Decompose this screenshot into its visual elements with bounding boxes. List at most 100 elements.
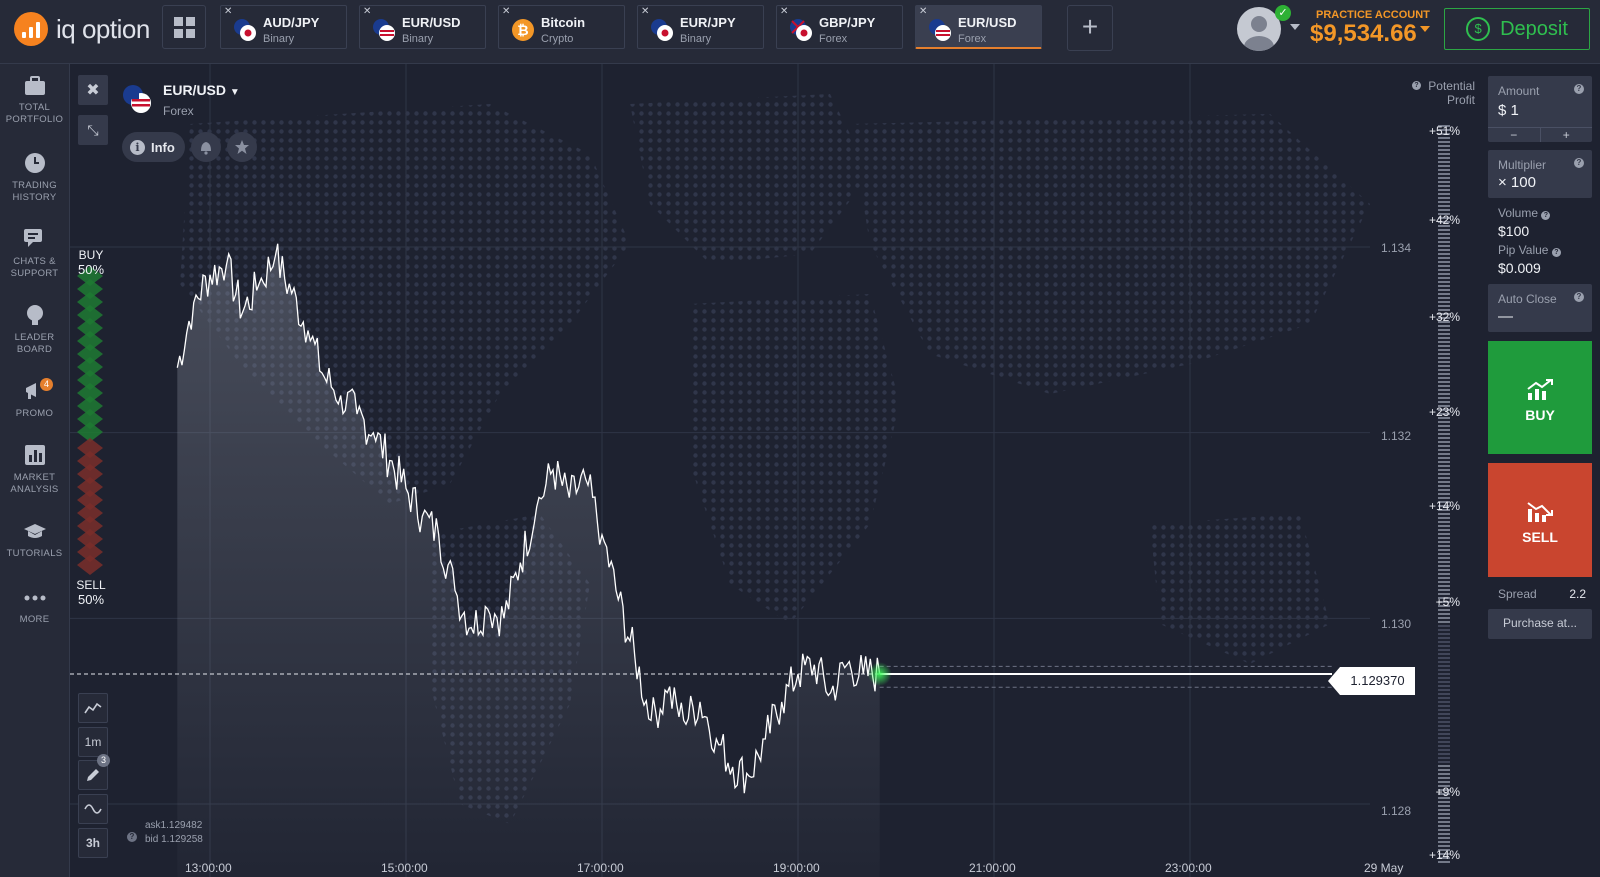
help-icon[interactable]: ? [127,832,137,842]
indicators-button[interactable] [78,794,108,824]
x-tick-label: 29 May [1364,861,1404,875]
sidebar-item-label: LEADER [14,332,55,343]
sell-sentiment-segment [77,477,103,497]
add-tab-button[interactable]: + [1067,5,1113,51]
sidebar-item-more[interactable]: MORE [0,588,69,626]
current-price-tag: 1.129370 [1328,667,1415,695]
trophy-icon [26,305,43,325]
sell-sentiment-label: SELL 50% [76,578,106,607]
minimize-chart-button[interactable]: ⤡ [78,115,108,145]
sell-sentiment-segment [77,464,103,484]
y-tick-label: 1.132 [1381,429,1412,443]
tab-asset[interactable]: ✕ ₿ Bitcoin Crypto [498,5,625,49]
avatar[interactable] [1237,7,1281,51]
verified-check-icon: ✓ [1275,5,1291,21]
alerts-button[interactable] [191,132,221,162]
chevron-down-icon[interactable] [1290,24,1300,30]
buy-sentiment-segment [77,292,103,312]
amount-label: Amount [1498,84,1540,98]
purchase-at-button[interactable]: Purchase at... [1488,609,1592,639]
info-button[interactable]: i Info [122,132,185,162]
logo[interactable]: iq option [14,12,150,46]
sentiment-bar [77,266,103,575]
asset-selector[interactable]: EUR/USD ▼ [163,82,240,98]
spread-label: Spread [1498,587,1537,601]
sell-sentiment-segment [77,555,103,575]
sidebar-item-promo[interactable]: 4 PROMO [0,378,69,420]
trend-up-icon [1527,379,1553,400]
volume-value: $100 [1498,223,1530,239]
account-type-label[interactable]: PRACTICE ACCOUNT [1316,9,1430,21]
close-tab-icon[interactable]: ✕ [224,6,233,17]
amount-field[interactable]: Amount ? $ 1 − + [1488,76,1592,142]
sidebar-item-label: PROMO [15,408,54,419]
megaphone-icon [25,383,36,399]
sidebar-item-leader-board[interactable]: LEADER BOARD [0,304,69,356]
buy-button[interactable]: BUY [1488,341,1592,454]
help-icon[interactable]: ? [1541,211,1551,220]
price-chart[interactable] [70,64,1474,877]
chevron-down-icon[interactable] [1420,26,1430,32]
sidebar-item-label: MARKET [13,472,56,483]
amount-increase-button[interactable]: + [1562,128,1570,142]
close-chart-button[interactable]: ✖ [78,75,108,105]
tab-asset[interactable]: ✕ EUR/JPY Binary [637,5,764,49]
deposit-button[interactable]: $ Deposit [1444,8,1590,50]
close-tab-icon[interactable]: ✕ [641,6,650,17]
potential-profit-scale [1438,125,1450,863]
help-icon[interactable]: ? [1551,248,1561,257]
tab-name: GBP/JPY [819,15,876,30]
account-balance[interactable]: $9,534.66 [1310,20,1417,47]
sidebar-item-label: CHATS & [13,256,56,267]
close-tab-icon[interactable]: ✕ [363,6,372,17]
auto-close-label: Auto Close [1498,292,1557,306]
tab-asset[interactable]: ✕ AUD/JPY Binary [220,5,347,49]
close-tab-icon[interactable]: ✕ [919,6,928,17]
deposit-label: Deposit [1500,17,1568,40]
help-icon[interactable]: ? [1574,292,1584,302]
ask-price: ask1.129482 [145,820,203,831]
gb-jp-flag-icon [790,19,812,41]
buy-sentiment-segment [77,266,103,286]
auto-close-field[interactable]: Auto Close ? — [1488,284,1592,332]
close-tab-icon[interactable]: ✕ [780,6,789,17]
chart-type-button[interactable] [78,693,108,723]
auto-close-value: — [1498,308,1513,325]
profit-level: +14% [1428,499,1460,513]
period-button[interactable]: 3h [78,828,108,858]
eu-us-flag-icon [123,85,151,113]
sidebar-item-chats-support[interactable]: CHATS & SUPPORT [0,228,69,280]
sidebar-item-tutorials[interactable]: TUTORIALS [0,522,69,560]
tab-asset[interactable]: ✕ GBP/JPY Forex [776,5,903,49]
price-area [177,243,880,877]
multiplier-field[interactable]: Multiplier ? × 100 [1488,150,1592,198]
tab-name: Bitcoin [541,15,586,30]
buy-sentiment-segment [77,383,103,403]
help-icon[interactable]: ? [1412,81,1421,90]
close-tab-icon[interactable]: ✕ [502,6,511,17]
price-line [176,243,881,794]
timeframe-button[interactable]: 1m [78,727,108,757]
x-tick-label: 23:00:00 [1165,861,1212,875]
grid-layout-button[interactable] [162,5,206,49]
sidebar-item-trading-history[interactable]: TRADING HISTORY [0,152,69,204]
sell-sentiment-bar [77,438,103,575]
favorite-button[interactable] [227,132,257,162]
amount-decrease-button[interactable]: − [1488,128,1541,142]
tab-asset[interactable]: ✕ EUR/USD Binary [359,5,486,49]
volume-label: Volume [1498,206,1539,220]
help-icon[interactable]: ? [1574,84,1584,94]
sell-button[interactable]: SELL [1488,463,1592,577]
tab-type: Forex [958,33,987,45]
drawing-tools-button[interactable]: 3 [78,754,110,790]
sidebar-item-total-portfolio[interactable]: TOTAL PORTFOLIO [0,76,69,126]
sidebar-item-market-analysis[interactable]: MARKET ANALYSIS [0,444,69,496]
asset-type: Forex [163,104,194,118]
promo-badge: 4 [40,378,53,391]
help-icon[interactable]: ? [1574,158,1584,168]
amount-value[interactable]: $ 1 [1498,102,1519,119]
y-tick-label: 1.128 [1381,804,1412,818]
x-tick-label: 19:00:00 [773,861,820,875]
tab-asset-active[interactable]: ✕ EUR/USD Forex [915,5,1042,49]
spread-value: 2.2 [1569,587,1586,601]
